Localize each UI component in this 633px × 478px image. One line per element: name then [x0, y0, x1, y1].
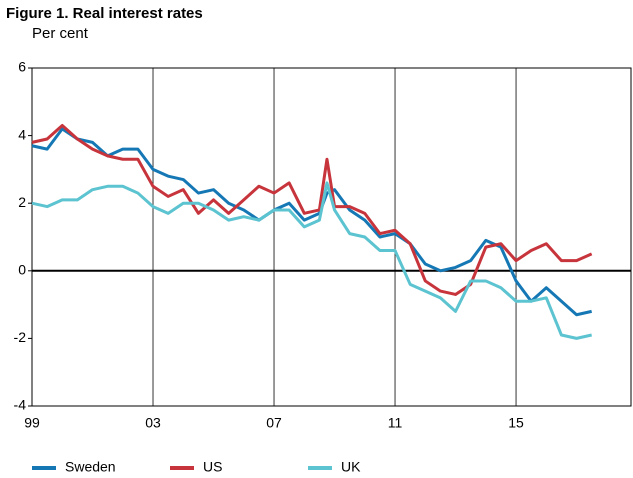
chart-title: Figure 1. Real interest rates: [6, 5, 203, 22]
x-tick-label: 03: [145, 415, 161, 431]
chart-subtitle: Per cent: [32, 25, 89, 42]
y-tick-label: 4: [18, 126, 26, 142]
plot-frame: [31, 67, 632, 407]
x-tick-label: 07: [266, 415, 282, 431]
x-tick-label: 15: [508, 415, 524, 431]
y-tick-label: 2: [18, 194, 26, 210]
legend-label: UK: [341, 459, 361, 475]
legend-label: US: [203, 459, 222, 475]
y-tick-label: 6: [18, 59, 26, 75]
y-tick-label: -4: [14, 397, 27, 413]
series-line: [31, 181, 592, 340]
y-tick-label: 0: [18, 262, 26, 278]
x-tick-label: 11: [388, 415, 403, 431]
series-line: [31, 123, 593, 296]
legend-label: Sweden: [65, 459, 116, 475]
y-tick-label: -2: [14, 329, 27, 345]
x-tick-label: 99: [24, 415, 40, 431]
